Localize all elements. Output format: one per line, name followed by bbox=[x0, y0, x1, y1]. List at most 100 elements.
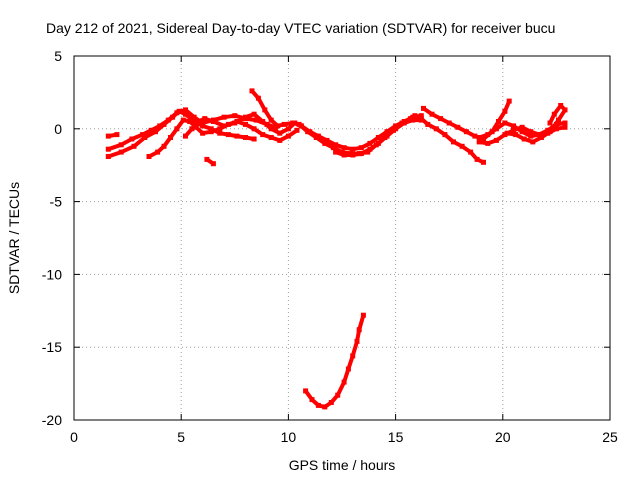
data-point bbox=[260, 119, 266, 124]
chart-title: Day 212 of 2021, Sidereal Day-to-day VTE… bbox=[46, 20, 555, 36]
data-point bbox=[174, 126, 180, 132]
data-point bbox=[547, 129, 553, 135]
data-point bbox=[410, 117, 416, 123]
data-point bbox=[558, 103, 564, 108]
data-point bbox=[249, 88, 255, 94]
series-track-7 bbox=[298, 113, 424, 152]
y-axis-label: SDTVAR / TECUs bbox=[6, 182, 22, 294]
data-point bbox=[200, 130, 206, 136]
data-point bbox=[528, 129, 534, 135]
data-point bbox=[356, 327, 362, 333]
series-track-11 bbox=[421, 98, 512, 142]
data-point bbox=[243, 135, 248, 140]
data-point bbox=[433, 126, 439, 132]
data-point bbox=[562, 120, 568, 126]
data-point bbox=[502, 108, 508, 114]
data-point bbox=[281, 121, 287, 127]
data-point bbox=[463, 129, 469, 135]
data-point bbox=[255, 95, 261, 101]
data-point bbox=[285, 133, 291, 139]
data-point bbox=[333, 149, 339, 155]
data-point bbox=[183, 111, 188, 117]
y-tick-label: 5 bbox=[54, 48, 62, 64]
data-point bbox=[204, 156, 210, 162]
data-point bbox=[476, 139, 482, 145]
grid bbox=[74, 56, 610, 420]
data-point bbox=[146, 154, 152, 159]
data-point bbox=[519, 129, 525, 135]
data-point bbox=[468, 149, 474, 155]
data-point bbox=[421, 105, 426, 111]
data-point bbox=[547, 120, 553, 126]
data-point bbox=[183, 133, 188, 139]
data-point bbox=[425, 121, 431, 127]
data-point bbox=[268, 117, 274, 123]
data-point bbox=[442, 132, 448, 138]
data-point bbox=[521, 136, 527, 142]
data-point bbox=[118, 142, 124, 148]
data-point bbox=[339, 149, 345, 155]
data-point bbox=[153, 129, 158, 135]
data-point bbox=[290, 120, 296, 126]
data-point bbox=[315, 133, 321, 139]
data-point bbox=[140, 132, 146, 138]
data-point bbox=[485, 140, 491, 146]
data-point bbox=[354, 338, 360, 344]
data-point bbox=[513, 132, 519, 138]
data-point bbox=[157, 123, 163, 129]
data-point bbox=[105, 154, 111, 159]
data-point bbox=[502, 120, 508, 126]
data-point bbox=[358, 145, 364, 151]
series-line bbox=[303, 313, 366, 409]
data-point bbox=[562, 107, 568, 113]
data-point bbox=[251, 111, 257, 117]
x-tick-label: 15 bbox=[388, 429, 404, 445]
data-point bbox=[367, 140, 373, 146]
data-point bbox=[303, 388, 309, 394]
data-point bbox=[538, 135, 544, 140]
x-tick-label: 5 bbox=[177, 429, 185, 445]
data-point bbox=[511, 123, 516, 129]
data-point bbox=[285, 126, 291, 132]
data-point bbox=[277, 137, 283, 143]
y-tick-label: -10 bbox=[42, 266, 62, 282]
data-point bbox=[105, 133, 111, 139]
data-point bbox=[459, 143, 465, 149]
data-point bbox=[341, 379, 347, 385]
data-point bbox=[234, 133, 240, 139]
data-point bbox=[183, 107, 188, 113]
data-point bbox=[551, 111, 557, 117]
data-point bbox=[384, 133, 390, 139]
data-point bbox=[189, 126, 195, 132]
data-point bbox=[210, 161, 216, 167]
data-point bbox=[142, 135, 148, 140]
data-point bbox=[225, 132, 231, 138]
data-point bbox=[350, 152, 356, 158]
data-point bbox=[105, 146, 111, 152]
data-series bbox=[105, 88, 568, 410]
data-point bbox=[429, 111, 435, 117]
data-point bbox=[401, 120, 407, 126]
data-point bbox=[393, 126, 399, 132]
series-track-14 bbox=[504, 103, 568, 145]
data-point bbox=[345, 366, 351, 372]
data-point bbox=[330, 145, 336, 151]
data-point bbox=[243, 121, 248, 127]
data-point bbox=[496, 119, 501, 124]
data-point bbox=[268, 135, 274, 140]
data-point bbox=[243, 114, 248, 120]
y-tick-label: -5 bbox=[50, 194, 63, 210]
data-point bbox=[277, 130, 283, 136]
data-point bbox=[530, 139, 536, 145]
data-point bbox=[253, 117, 259, 123]
data-point bbox=[476, 135, 482, 140]
data-point bbox=[412, 113, 418, 119]
data-point bbox=[472, 133, 478, 139]
y-tick-label: 0 bbox=[54, 121, 62, 137]
data-point bbox=[268, 126, 274, 132]
data-point bbox=[322, 404, 328, 410]
data-point bbox=[200, 120, 206, 126]
data-point bbox=[481, 159, 486, 165]
axis-ticks: 0 5 10 15 20 25 -20 -15 -10 -5 0 5 bbox=[42, 48, 618, 445]
data-point bbox=[446, 120, 452, 126]
